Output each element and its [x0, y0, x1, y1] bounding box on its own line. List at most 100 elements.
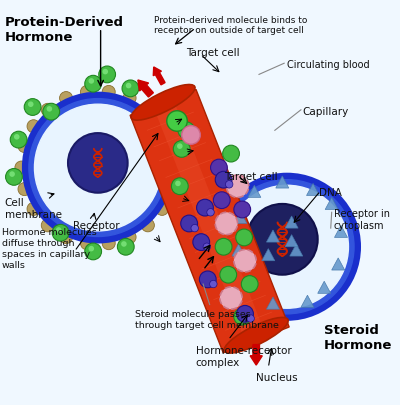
Circle shape — [215, 239, 232, 255]
Circle shape — [34, 104, 161, 231]
Circle shape — [27, 120, 40, 133]
Circle shape — [41, 103, 54, 116]
Circle shape — [215, 171, 232, 188]
Circle shape — [234, 249, 256, 272]
Circle shape — [199, 271, 216, 288]
Polygon shape — [334, 225, 348, 237]
Circle shape — [156, 120, 169, 133]
Circle shape — [241, 276, 258, 292]
Text: Steroid
Hormone: Steroid Hormone — [324, 324, 392, 352]
Text: Target cell: Target cell — [186, 48, 240, 58]
Circle shape — [207, 209, 214, 216]
Circle shape — [178, 122, 195, 139]
Polygon shape — [301, 295, 314, 307]
Circle shape — [80, 85, 94, 98]
Circle shape — [203, 243, 210, 250]
Circle shape — [175, 181, 181, 186]
Polygon shape — [318, 281, 331, 293]
Circle shape — [80, 237, 94, 250]
Polygon shape — [234, 211, 247, 224]
FancyArrow shape — [250, 345, 262, 365]
Circle shape — [168, 161, 181, 174]
Circle shape — [123, 230, 136, 243]
Text: Hormone-receptor
complex: Hormone-receptor complex — [196, 346, 291, 368]
Circle shape — [237, 305, 254, 322]
Circle shape — [24, 99, 41, 115]
Circle shape — [88, 78, 94, 84]
Circle shape — [85, 243, 102, 260]
Circle shape — [123, 92, 136, 104]
Circle shape — [220, 180, 354, 314]
Polygon shape — [290, 244, 303, 256]
Circle shape — [234, 201, 251, 218]
Text: DNA: DNA — [319, 188, 342, 198]
Circle shape — [210, 159, 227, 176]
Circle shape — [14, 134, 20, 140]
Circle shape — [126, 83, 131, 88]
Circle shape — [196, 199, 213, 216]
Polygon shape — [262, 249, 275, 261]
Polygon shape — [266, 230, 280, 242]
Text: Circulating blood: Circulating blood — [287, 60, 370, 70]
Circle shape — [247, 204, 318, 275]
Circle shape — [182, 126, 200, 144]
Circle shape — [177, 143, 183, 149]
Circle shape — [41, 219, 54, 232]
Circle shape — [9, 171, 15, 177]
Circle shape — [223, 145, 240, 162]
Circle shape — [215, 212, 238, 234]
Circle shape — [52, 224, 69, 241]
Circle shape — [191, 224, 198, 232]
Polygon shape — [130, 90, 289, 353]
Circle shape — [181, 215, 198, 232]
Circle shape — [99, 66, 116, 83]
Circle shape — [213, 192, 230, 209]
Circle shape — [141, 219, 154, 232]
Circle shape — [214, 174, 360, 320]
Circle shape — [15, 161, 28, 174]
Circle shape — [68, 133, 128, 193]
Circle shape — [23, 93, 172, 242]
Circle shape — [88, 246, 94, 252]
Polygon shape — [153, 98, 266, 344]
Circle shape — [173, 141, 190, 157]
Circle shape — [10, 131, 27, 148]
Polygon shape — [232, 244, 245, 256]
Text: Steroid molecule passes
through target cell membrane: Steroid molecule passes through target c… — [135, 310, 279, 330]
Text: Protein-Derived
Hormone: Protein-Derived Hormone — [5, 16, 124, 44]
Circle shape — [210, 280, 217, 288]
Circle shape — [193, 234, 210, 250]
Text: Receptor in
cytoplasm: Receptor in cytoplasm — [334, 209, 390, 231]
Circle shape — [172, 178, 188, 194]
Circle shape — [43, 103, 60, 120]
Text: Hormone molecules
diffuse through
spaces in capillary
walls: Hormone molecules diffuse through spaces… — [2, 228, 97, 271]
Ellipse shape — [224, 318, 288, 353]
Text: Nucleus: Nucleus — [256, 373, 298, 383]
Circle shape — [156, 202, 169, 215]
Text: Cell
membrane: Cell membrane — [5, 198, 62, 220]
Circle shape — [165, 139, 178, 153]
Circle shape — [102, 237, 115, 250]
Circle shape — [56, 227, 62, 233]
Ellipse shape — [131, 85, 195, 120]
Circle shape — [226, 181, 233, 188]
Text: Protein-derived molecule binds to
receptor on outside of target cell: Protein-derived molecule binds to recept… — [154, 16, 307, 35]
Circle shape — [141, 103, 154, 116]
Circle shape — [247, 315, 254, 322]
Circle shape — [28, 101, 34, 107]
Circle shape — [18, 139, 31, 153]
Circle shape — [29, 99, 167, 237]
Polygon shape — [306, 183, 320, 196]
Circle shape — [165, 183, 178, 196]
Circle shape — [102, 69, 108, 75]
Polygon shape — [332, 258, 345, 270]
Circle shape — [121, 241, 127, 247]
Circle shape — [6, 168, 22, 185]
Polygon shape — [248, 185, 261, 197]
Circle shape — [27, 202, 40, 215]
Polygon shape — [276, 176, 289, 188]
Circle shape — [117, 239, 134, 255]
FancyArrow shape — [153, 67, 165, 85]
Polygon shape — [285, 234, 298, 247]
Polygon shape — [325, 197, 338, 209]
